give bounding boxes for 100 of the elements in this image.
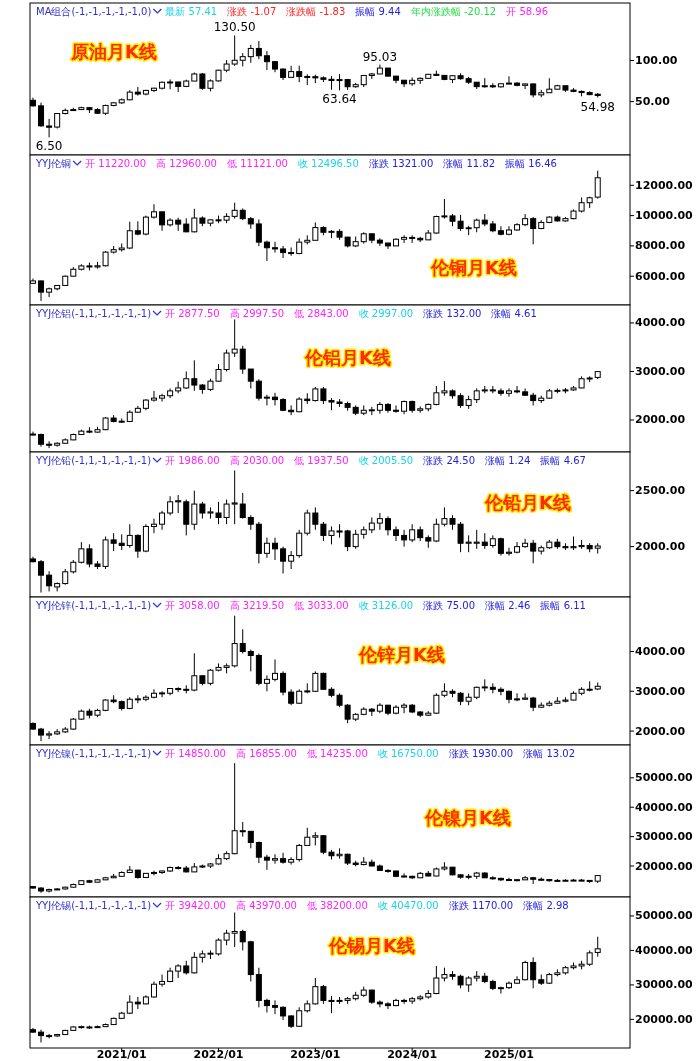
y-tick-label: 2500.00 bbox=[635, 484, 686, 498]
annotation: 涨幅 2.98 bbox=[523, 900, 569, 911]
annotation: 130.50 bbox=[213, 20, 256, 35]
candlestick bbox=[505, 547, 512, 557]
annotation: 收 16750.00 bbox=[377, 748, 439, 759]
candlestick bbox=[401, 234, 408, 244]
candlestick bbox=[150, 390, 157, 403]
candlestick bbox=[288, 246, 295, 257]
candlestick bbox=[231, 469, 238, 525]
y-tick-label: 4000.00 bbox=[635, 645, 686, 659]
annotation: 涨跌 1930.00 bbox=[448, 748, 514, 759]
annotation: 开 2877.50 bbox=[165, 308, 220, 319]
candlestick bbox=[272, 392, 278, 406]
candlestick bbox=[263, 537, 270, 559]
candlestick bbox=[263, 674, 270, 692]
candlestick bbox=[263, 394, 270, 406]
y-tick-label: 30000.00 bbox=[635, 830, 694, 844]
annotation: YYJ伦铜 bbox=[35, 158, 72, 169]
candlestick bbox=[191, 359, 198, 392]
candlestick bbox=[159, 974, 166, 988]
annotation: YYJ伦铝(-1,1,-1,-1,-1,-1) bbox=[35, 308, 152, 319]
candlestick bbox=[134, 533, 141, 559]
candlestick bbox=[505, 75, 512, 85]
candlestick bbox=[433, 965, 440, 995]
annotation: 涨幅 4.61 bbox=[491, 308, 537, 319]
annotation: 涨跌幅 -1.83 bbox=[286, 6, 346, 17]
text: 伦铜月K线 bbox=[430, 257, 517, 278]
candlestick bbox=[46, 730, 53, 740]
annotation: 开 58.96 bbox=[506, 6, 549, 17]
candlestick bbox=[312, 977, 319, 1006]
y-tick-label: 40000.00 bbox=[635, 943, 694, 957]
text: 伦锌月K线 bbox=[358, 644, 445, 666]
candlestick bbox=[223, 499, 230, 525]
candlestick bbox=[255, 40, 262, 60]
candlestick bbox=[594, 170, 601, 200]
candlestick bbox=[255, 218, 262, 247]
candlestick bbox=[239, 492, 246, 520]
y-tick-label: 50000.00 bbox=[635, 771, 694, 785]
candlestick bbox=[126, 994, 133, 1015]
candlestick bbox=[38, 1029, 45, 1043]
candlestick bbox=[167, 495, 174, 516]
annotation: 开 14850.00 bbox=[165, 748, 226, 759]
text: 伦锡月K线 bbox=[328, 934, 415, 956]
candlestick bbox=[272, 853, 278, 865]
y-tick-label: 4000.00 bbox=[635, 316, 686, 330]
y-tick-label: 50000.00 bbox=[635, 909, 694, 923]
text: 伦镍月K线 bbox=[424, 807, 511, 829]
candlestick bbox=[46, 570, 53, 592]
candlestick bbox=[239, 929, 246, 951]
annotation: 涨跌 1170.00 bbox=[448, 900, 514, 911]
candlestick bbox=[393, 404, 400, 414]
candlestick bbox=[231, 318, 238, 358]
candlestick bbox=[514, 692, 521, 702]
annotation: 年内涨跌幅 -20.12 bbox=[410, 6, 497, 17]
y-tick-label: 3000.00 bbox=[635, 364, 686, 378]
candlestick bbox=[393, 525, 400, 542]
candlestick bbox=[272, 658, 278, 682]
y-tick-label: 6000.00 bbox=[635, 269, 686, 283]
candlestick bbox=[191, 490, 198, 531]
candlestick bbox=[401, 702, 408, 714]
candlestick bbox=[191, 951, 198, 975]
annotation: YYJ伦锡(-1,1,-1,-1,-1,-1) bbox=[35, 900, 152, 911]
annotation: 63.64 bbox=[322, 92, 357, 107]
candlestick bbox=[288, 550, 295, 570]
candlestick bbox=[46, 118, 53, 138]
candlestick bbox=[126, 221, 133, 250]
annotation: 涨幅 1.24 bbox=[485, 455, 531, 466]
candlestick bbox=[247, 368, 254, 389]
annotation: 收 12496.50 bbox=[297, 158, 359, 169]
annotation: 振幅 6.11 bbox=[540, 600, 586, 611]
candlestick bbox=[384, 515, 391, 536]
candlestick bbox=[38, 559, 45, 594]
candlestick bbox=[263, 50, 270, 71]
candlestick bbox=[280, 546, 287, 574]
annotation: 高 12960.00 bbox=[156, 158, 217, 169]
annotation: 涨幅 11.82 bbox=[443, 158, 496, 169]
annotation: 涨跌 1321.00 bbox=[368, 158, 434, 169]
candlestick bbox=[239, 628, 246, 654]
annotation: MA组合(-1,-1,-1,-1,-1,0) bbox=[36, 6, 152, 17]
annotation: 涨跌 -1.07 bbox=[227, 6, 277, 17]
y-tick-label: 2000.00 bbox=[635, 413, 686, 427]
annotation: 54.98 bbox=[580, 99, 615, 114]
candlestick bbox=[401, 529, 408, 548]
y-tick-label: 100.00 bbox=[635, 54, 678, 68]
y-tick-label: 3000.00 bbox=[635, 684, 686, 698]
candlestick bbox=[522, 692, 529, 701]
candlestick bbox=[320, 521, 327, 542]
annotation: 涨跌 75.00 bbox=[423, 600, 476, 611]
candlestick bbox=[344, 703, 351, 724]
candlestick bbox=[150, 518, 157, 534]
annotation: 开 11220.00 bbox=[85, 158, 147, 169]
annotation: YYJ伦镍(-1,1,-1,-1,-1,-1) bbox=[35, 748, 152, 759]
candlestick bbox=[352, 529, 359, 550]
annotation: 涨幅 13.02 bbox=[523, 748, 576, 759]
annotation: 高 43970.00 bbox=[235, 900, 297, 911]
annotation: 开 39420.00 bbox=[165, 900, 226, 911]
annotation: YYJ伦锌(-1,1,-1,-1,-1,-1) bbox=[35, 600, 152, 611]
annotation: 高 16855.00 bbox=[235, 748, 297, 759]
candlestick bbox=[183, 499, 190, 536]
candlestick bbox=[231, 762, 238, 855]
